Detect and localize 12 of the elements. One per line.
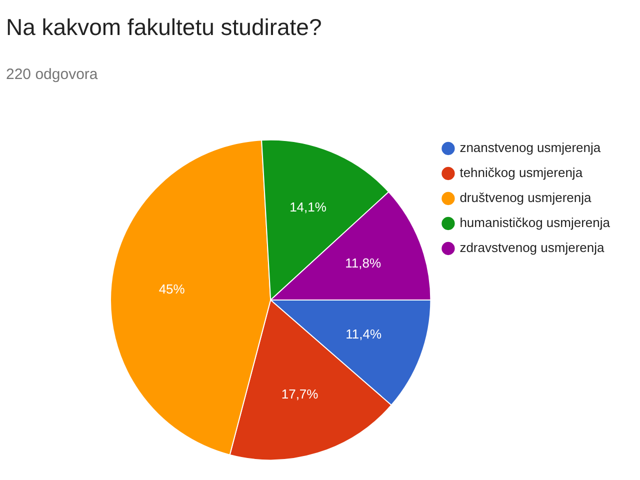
data-label: 14,1% xyxy=(290,200,327,215)
legend-label: tehničkog usmjerenja xyxy=(460,165,584,180)
data-label: 45% xyxy=(158,282,186,297)
data-label: 17,7% xyxy=(281,386,319,402)
chart-subtitle: 220 odgovora xyxy=(6,66,98,83)
data-label: 11,4% xyxy=(346,326,382,342)
legend-label: zdravstvenog usmjerenja xyxy=(460,240,605,256)
data-label: 11,8% xyxy=(345,256,382,271)
chart-title: Na kakvom fakultetu studirate? xyxy=(6,14,322,41)
legend-label: društvenog usmjerenja xyxy=(460,190,592,206)
legend-label: znanstvenog usmjerenja xyxy=(460,140,602,156)
legend-label: humanističkog usmjerenja xyxy=(460,215,611,230)
